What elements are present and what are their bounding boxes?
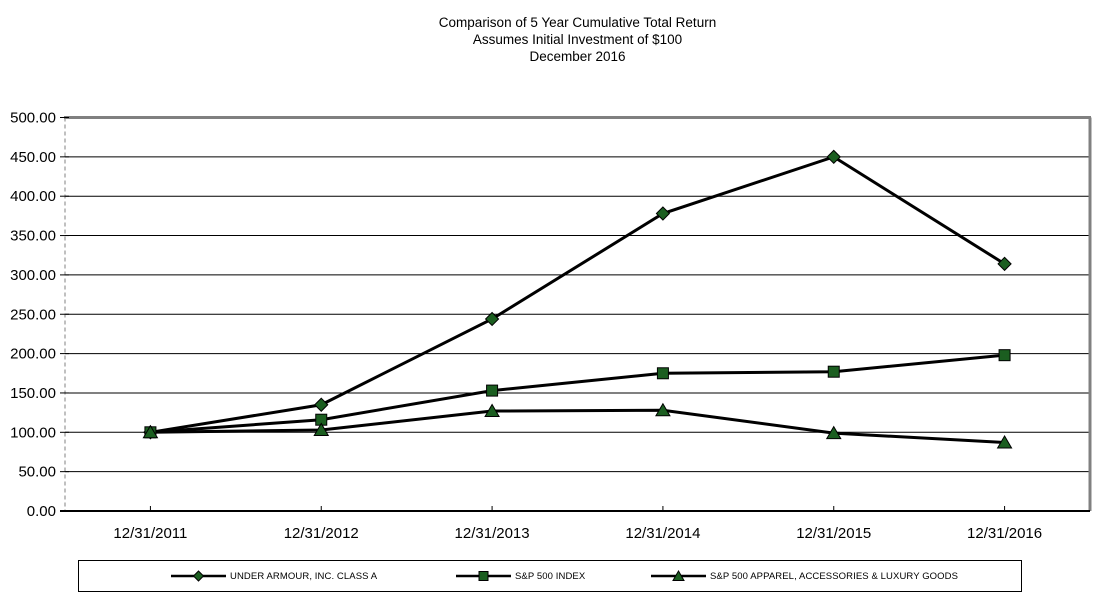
data-point-marker-diamond bbox=[314, 397, 329, 412]
data-point-marker-triangle bbox=[825, 425, 842, 440]
y-tick-label: 500.00 bbox=[10, 110, 56, 127]
data-point-marker-triangle bbox=[142, 424, 159, 439]
chart-title: Comparison of 5 Year Cumulative Total Re… bbox=[55, 14, 1100, 65]
chart-title-line2: Assumes Initial Investment of $100 bbox=[472, 32, 683, 47]
data-point-marker-triangle bbox=[996, 435, 1013, 449]
y-tick-label: 300.00 bbox=[10, 267, 56, 284]
data-point-marker-square bbox=[998, 349, 1011, 362]
data-point-marker-triangle bbox=[313, 422, 330, 436]
series-line-square bbox=[150, 353, 1005, 434]
data-point-marker-diamond bbox=[655, 206, 671, 221]
y-tick-label: 250.00 bbox=[10, 306, 56, 323]
legend-label-sp500: S&P 500 INDEX bbox=[515, 570, 586, 582]
data-point-marker-diamond bbox=[826, 149, 841, 165]
y-tick-label: 150.00 bbox=[10, 385, 56, 402]
series-line-triangle bbox=[150, 408, 1005, 445]
y-tick-label: 0.00 bbox=[27, 503, 56, 520]
x-tick-label: 12/31/2016 bbox=[967, 525, 1042, 542]
y-tick-label: 50.00 bbox=[18, 464, 56, 481]
x-tick-label: 12/31/2015 bbox=[796, 525, 871, 542]
chart-plot-area: 0.00 50.00 100.00 150.00 200.00 250.00 300.00 3… bbox=[10, 110, 1092, 542]
data-point-marker-square bbox=[486, 384, 499, 397]
data-point-marker-square bbox=[827, 365, 840, 378]
legend-label-under-armour: UNDER ARMOUR, INC. CLASS A bbox=[230, 570, 378, 582]
x-tick-label: 12/31/2012 bbox=[284, 525, 359, 542]
y-tick-label: 350.00 bbox=[10, 228, 56, 245]
y-tick-label: 400.00 bbox=[10, 188, 56, 205]
y-tick-label: 450.00 bbox=[10, 149, 56, 166]
y-tick-label: 100.00 bbox=[10, 424, 56, 441]
legend-entry-sp500: S&P 500 INDEX bbox=[456, 561, 585, 591]
data-point-marker-diamond bbox=[484, 311, 500, 327]
chart-title-line3: December 2016 bbox=[529, 49, 626, 64]
series-line-diamond bbox=[150, 155, 1006, 434]
y-tick-label: 200.00 bbox=[10, 346, 56, 363]
chart-legend: UNDER ARMOUR, INC. CLASS A S&P 500 INDEX… bbox=[78, 560, 1022, 592]
data-point-marker-diamond bbox=[997, 256, 1012, 272]
chart-title-line1: Comparison of 5 Year Cumulative Total Re… bbox=[438, 15, 717, 30]
legend-line-diamond-icon bbox=[171, 570, 226, 582]
data-point-marker-triangle bbox=[484, 403, 500, 418]
x-tick-label: 12/31/2011 bbox=[113, 525, 187, 542]
data-point-marker-square bbox=[656, 367, 669, 380]
data-point-marker-triangle bbox=[655, 402, 671, 417]
legend-line-triangle-icon bbox=[651, 570, 706, 581]
x-tick-label: 12/31/2013 bbox=[455, 525, 530, 542]
x-tick-label: 12/31/2014 bbox=[625, 525, 700, 542]
legend-entry-under-armour: UNDER ARMOUR, INC. CLASS A bbox=[171, 561, 377, 591]
legend-entry-sp500-apparel: S&P 500 APPAREL, ACCESSORIES & LUXURY GO… bbox=[651, 561, 958, 591]
legend-label-sp500-apparel: S&P 500 APPAREL, ACCESSORIES & LUXURY GO… bbox=[710, 570, 959, 582]
legend-line-square-icon bbox=[456, 571, 511, 581]
